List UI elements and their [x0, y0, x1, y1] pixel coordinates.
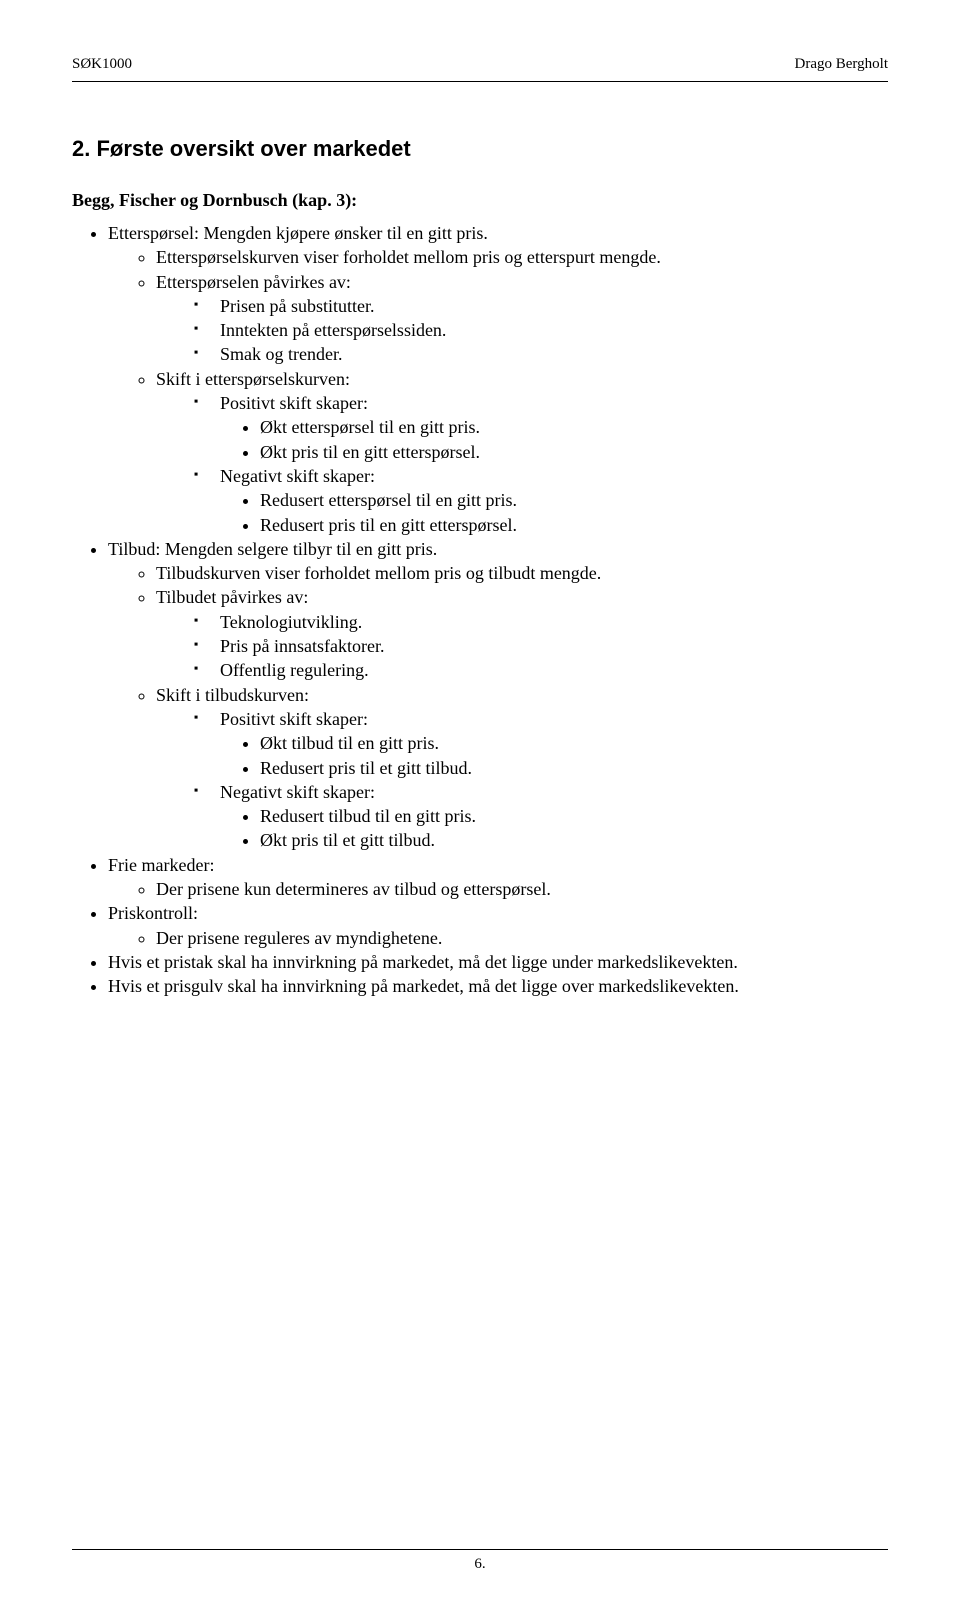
- outline-item: Pris på innsatsfaktorer.: [204, 634, 888, 658]
- outline-item: Inntekten på etterspørselssiden.: [204, 318, 888, 342]
- outline-sublist: Etterspørselskurven viser forholdet mell…: [108, 245, 888, 537]
- outline-item-text: Redusert etterspørsel til en gitt pris.: [260, 490, 517, 510]
- outline-item-text: Tilbud: Mengden selgere tilbyr til en gi…: [108, 539, 437, 559]
- outline-item-text: Teknologiutvikling.: [220, 612, 362, 632]
- outline-item: Frie markeder: Der prisene kun determiner…: [108, 853, 888, 902]
- outline-item: Redusert tilbud til en gitt pris.: [260, 804, 888, 828]
- outline-item-text: Der prisene kun determineres av tilbud o…: [156, 879, 551, 899]
- outline-sublist: Teknologiutvikling. Pris på innsatsfaktor…: [156, 610, 888, 683]
- outline-item-text: Redusert tilbud til en gitt pris.: [260, 806, 476, 826]
- outline-item: Negativt skift skaper:Redusert etterspør…: [204, 464, 888, 537]
- outline-sublist: Økt etterspørsel til en gitt pris. Økt pr…: [220, 415, 888, 464]
- outline-item: Offentlig regulering.: [204, 658, 888, 682]
- outline-item: Skift i tilbudskurven:Positivt skift ska…: [156, 683, 888, 853]
- section-title: 2. Første oversikt over markedet: [72, 136, 888, 162]
- outline-item: Økt pris til en gitt etterspørsel.: [260, 440, 888, 464]
- outline-item-text: Offentlig regulering.: [220, 660, 369, 680]
- outline-item: Hvis et pristak skal ha innvirkning på m…: [108, 950, 888, 974]
- outline-item: Økt etterspørsel til en gitt pris.: [260, 415, 888, 439]
- outline-list: Etterspørsel: Mengden kjøpere ønsker til…: [72, 221, 888, 999]
- outline-item: Redusert pris til en gitt etterspørsel.: [260, 513, 888, 537]
- outline-item-text: Etterspørselen påvirkes av:: [156, 272, 351, 292]
- header-left: SØK1000: [72, 56, 132, 73]
- outline-item-text: Økt pris til et gitt tilbud.: [260, 830, 435, 850]
- footer-rule: [72, 1549, 888, 1550]
- outline-sublist: Der prisene reguleres av myndighetene.: [108, 926, 888, 950]
- outline-sublist: Redusert etterspørsel til en gitt pris. R…: [220, 488, 888, 537]
- outline-item-text: Pris på innsatsfaktorer.: [220, 636, 384, 656]
- outline-item-text: Økt etterspørsel til en gitt pris.: [260, 417, 480, 437]
- outline-item-text: Redusert pris til et gitt tilbud.: [260, 758, 472, 778]
- outline-item-text: Inntekten på etterspørselssiden.: [220, 320, 446, 340]
- header-right: Drago Bergholt: [795, 56, 888, 73]
- outline-sublist: Tilbudskurven viser forholdet mellom pri…: [108, 561, 888, 853]
- outline-item-text: Negativt skift skaper:: [220, 782, 375, 802]
- outline-item-text: Etterspørsel: Mengden kjøpere ønsker til…: [108, 223, 488, 243]
- page-header: SØK1000 Drago Bergholt: [72, 56, 888, 73]
- outline-item: Priskontroll: Der prisene reguleres av my…: [108, 901, 888, 950]
- outline-item: Der prisene kun determineres av tilbud o…: [156, 877, 888, 901]
- outline-item: Positivt skift skaper:Økt tilbud til en …: [204, 707, 888, 780]
- outline-item-text: Positivt skift skaper:: [220, 393, 368, 413]
- sub-title: Begg, Fischer og Dornbusch (kap. 3):: [72, 190, 888, 211]
- outline-item-text: Positivt skift skaper:: [220, 709, 368, 729]
- outline-item: Redusert pris til et gitt tilbud.: [260, 756, 888, 780]
- outline-item: Negativt skift skaper:Redusert tilbud ti…: [204, 780, 888, 853]
- outline-item-text: Redusert pris til en gitt etterspørsel.: [260, 515, 517, 535]
- outline-item-text: Negativt skift skaper:: [220, 466, 375, 486]
- outline-item: Redusert etterspørsel til en gitt pris.: [260, 488, 888, 512]
- outline-item: Hvis et prisgulv skal ha innvirkning på …: [108, 974, 888, 998]
- outline-item-text: Priskontroll:: [108, 903, 198, 923]
- outline-item: Økt tilbud til en gitt pris.: [260, 731, 888, 755]
- outline-item: Økt pris til et gitt tilbud.: [260, 828, 888, 852]
- outline-item-text: Tilbudet påvirkes av:: [156, 587, 308, 607]
- outline-sublist: Positivt skift skaper:Økt etterspørsel t…: [156, 391, 888, 537]
- outline-sublist: Redusert tilbud til en gitt pris. Økt pri…: [220, 804, 888, 853]
- outline-item: Smak og trender.: [204, 342, 888, 366]
- outline-item: Etterspørselskurven viser forholdet mell…: [156, 245, 888, 269]
- outline-sublist: Prisen på substitutter. Inntekten på ette…: [156, 294, 888, 367]
- outline-item: Prisen på substitutter.: [204, 294, 888, 318]
- outline-item: Der prisene reguleres av myndighetene.: [156, 926, 888, 950]
- outline-sublist: Positivt skift skaper:Økt tilbud til en …: [156, 707, 888, 853]
- outline-item: Positivt skift skaper:Økt etterspørsel t…: [204, 391, 888, 464]
- outline-item-text: Hvis et prisgulv skal ha innvirkning på …: [108, 976, 739, 996]
- outline-item-text: Frie markeder:: [108, 855, 214, 875]
- outline-item-text: Der prisene reguleres av myndighetene.: [156, 928, 442, 948]
- outline-item-text: Hvis et pristak skal ha innvirkning på m…: [108, 952, 738, 972]
- outline-item-text: Tilbudskurven viser forholdet mellom pri…: [156, 563, 601, 583]
- outline-item-text: Skift i etterspørselskurven:: [156, 369, 350, 389]
- outline-item-text: Økt pris til en gitt etterspørsel.: [260, 442, 480, 462]
- outline-sublist: Økt tilbud til en gitt pris. Redusert pri…: [220, 731, 888, 780]
- outline-item-text: Prisen på substitutter.: [220, 296, 375, 316]
- outline-item-text: Smak og trender.: [220, 344, 342, 364]
- outline-item: Tilbud: Mengden selgere tilbyr til en gi…: [108, 537, 888, 853]
- outline-item: Etterspørsel: Mengden kjøpere ønsker til…: [108, 221, 888, 537]
- outline-item: Skift i etterspørselskurven:Positivt ski…: [156, 367, 888, 537]
- outline-item-text: Etterspørselskurven viser forholdet mell…: [156, 247, 661, 267]
- page-footer: 6.: [72, 1549, 888, 1573]
- outline-item: Tilbudskurven viser forholdet mellom pri…: [156, 561, 888, 585]
- page-number: 6.: [72, 1556, 888, 1573]
- outline-item: Tilbudet påvirkes av: Teknologiutvikling.…: [156, 585, 888, 682]
- outline-sublist: Der prisene kun determineres av tilbud o…: [108, 877, 888, 901]
- outline-item: Teknologiutvikling.: [204, 610, 888, 634]
- header-rule: [72, 81, 888, 82]
- outline-item: Etterspørselen påvirkes av:Prisen på sub…: [156, 270, 888, 367]
- outline-item-text: Økt tilbud til en gitt pris.: [260, 733, 439, 753]
- outline-item-text: Skift i tilbudskurven:: [156, 685, 309, 705]
